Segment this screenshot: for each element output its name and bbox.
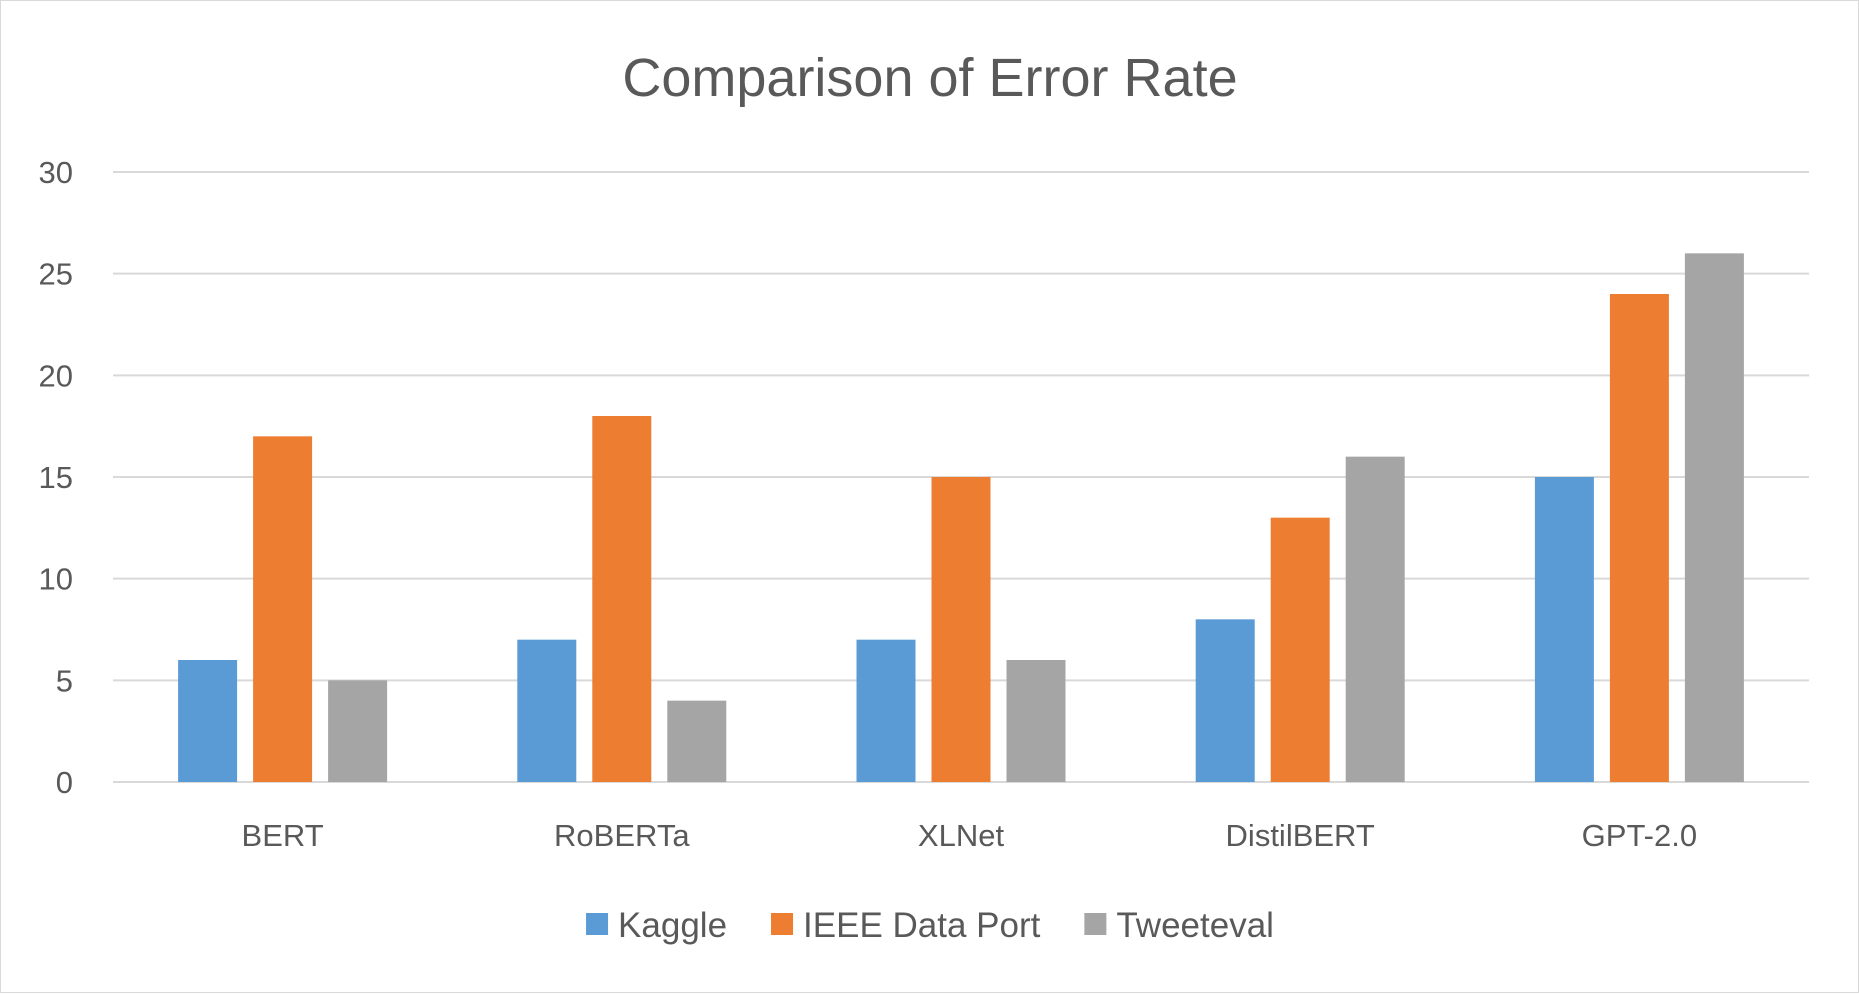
bar-roberta-ieee-data-port — [592, 416, 652, 782]
legend-label: Tweeteval — [1116, 906, 1274, 945]
chart-title: Comparison of Error Rate — [622, 48, 1237, 108]
legend-label: Kaggle — [618, 906, 727, 945]
x-tick-label: DistilBERT — [1226, 818, 1375, 853]
bar-gpt-2-0-tweeteval — [1684, 253, 1744, 783]
x-tick-label: RoBERTa — [554, 818, 690, 853]
legend-swatch — [586, 913, 609, 935]
y-tick-label: 5 — [56, 663, 73, 698]
x-axis-ticks: BERT RoBERTa XLNet DistilBERT GPT-2.0 — [242, 818, 1698, 853]
legend-label: IEEE Data Port — [803, 906, 1041, 945]
legend-swatch — [771, 913, 794, 935]
legend-swatch — [1084, 913, 1107, 935]
bar-roberta-kaggle — [517, 639, 577, 782]
legend-item: Tweeteval — [1084, 906, 1274, 945]
bar-gpt-2-0-kaggle — [1534, 477, 1594, 782]
bar-xlnet-ieee-data-port — [931, 477, 991, 782]
bar-gpt-2-0-ieee-data-port — [1609, 294, 1669, 782]
bar-bert-kaggle — [178, 660, 238, 782]
bar-distilbert-tweeteval — [1345, 456, 1405, 782]
bar-xlnet-tweeteval — [1006, 660, 1066, 782]
bars — [178, 253, 1744, 783]
y-tick-label: 15 — [39, 460, 73, 495]
y-tick-label: 30 — [39, 155, 73, 190]
y-axis-ticks: 0 5 10 15 20 25 30 — [39, 155, 73, 800]
x-tick-label: XLNet — [918, 818, 1005, 853]
bar-roberta-tweeteval — [667, 700, 727, 782]
bar-xlnet-kaggle — [856, 639, 916, 782]
legend: Kaggle IEEE Data Port Tweeteval — [586, 906, 1274, 945]
y-tick-label: 20 — [39, 358, 73, 393]
bar-distilbert-kaggle — [1195, 619, 1255, 782]
y-tick-label: 25 — [39, 257, 73, 292]
y-tick-label: 10 — [39, 562, 73, 597]
y-tick-label: 0 — [56, 765, 73, 800]
legend-item: IEEE Data Port — [771, 906, 1041, 945]
legend-item: Kaggle — [586, 906, 727, 945]
bar-bert-ieee-data-port — [253, 436, 313, 782]
bar-distilbert-ieee-data-port — [1270, 517, 1330, 782]
x-tick-label: GPT-2.0 — [1582, 818, 1697, 853]
bar-bert-tweeteval — [328, 680, 388, 782]
x-tick-label: BERT — [242, 818, 324, 853]
